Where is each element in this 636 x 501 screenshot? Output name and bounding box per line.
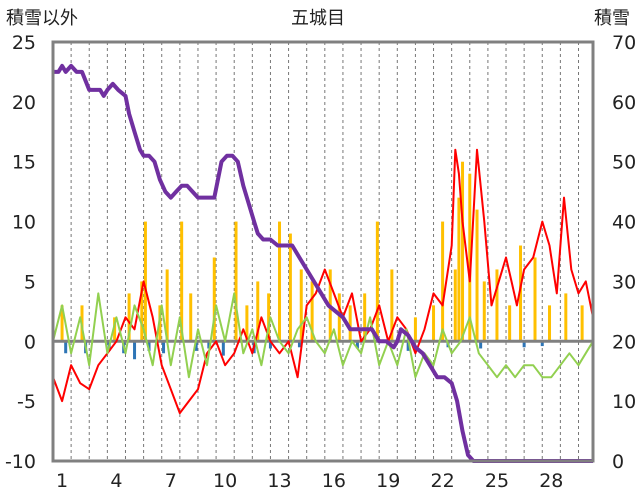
bar-mark [267,293,271,342]
y-right-tick-label: 20 [612,331,636,353]
bar-mark [140,281,144,342]
bar-mark [475,209,479,342]
bar-mark [245,305,249,342]
x-tick-label: 10 [213,470,237,492]
y-left-tick-label: 5 [24,271,36,293]
y-right-tick-label: 70 [612,32,636,54]
y-left-tick-label: 10 [12,212,36,234]
bar-mark [413,317,417,342]
bar-mark [508,305,512,342]
y-left-tick-label: 20 [12,92,36,114]
bar-mark [390,269,394,342]
series-line-2 [52,148,594,415]
bar-mark [580,305,584,342]
bar-mark [406,341,410,351]
y-left-tick-label: 25 [12,32,36,54]
x-tick-label: 1 [56,470,68,492]
bar-mark [133,341,137,360]
bar-mark [482,281,486,342]
x-tick-label: 22 [431,470,455,492]
bar-mark [212,257,216,342]
x-tick-label: 25 [485,470,509,492]
bar-mark [432,305,436,342]
bar-mark [348,305,352,342]
bar-mark [180,221,184,342]
plot-frame [51,40,595,463]
bar-mark [564,293,568,342]
bar-mark [479,341,483,349]
bar-mark [375,221,379,342]
bar-mark [297,341,301,348]
bar-mark [355,341,359,349]
bar-mark [288,233,292,342]
bar-mark [165,269,169,342]
bar-mark [64,341,68,354]
bar-mark [147,341,151,351]
bar-mark [207,341,211,349]
y-right-tick-label: 60 [612,92,636,114]
bar-mark [495,269,499,342]
bar-mark [468,173,472,342]
series-line-4 [53,63,593,463]
series-line-3 [52,292,594,379]
y-left-tick-label: -5 [17,391,36,413]
bar-mark [540,341,544,347]
bar-mark [519,245,523,342]
bar-mark [337,293,341,342]
x-tick-label: 16 [322,470,346,492]
x-tick-label: 4 [110,470,122,492]
y-right-tick-label: 10 [612,391,636,413]
bar-mark [234,221,238,342]
bar-mark [162,341,166,354]
y-right-tick-label: 0 [612,451,624,473]
bar-mark [256,281,260,342]
x-tick-label: 13 [267,470,291,492]
y-right-tick-label: 30 [612,271,636,293]
bar-mark [278,221,282,342]
bar-mark [441,221,445,342]
y-right-tick-label: 40 [612,212,636,234]
bar-mark [143,221,147,342]
bar-mark [548,305,552,342]
bar-mark [127,293,131,342]
bar-mark [522,341,526,348]
bar-mark [363,293,367,342]
bar-mark [533,257,537,342]
chart-title: 五城目 [291,8,345,29]
y-left-label: 積雪以外 [6,8,78,29]
x-tick-label: 28 [539,470,563,492]
bar-mark [113,317,117,342]
bar-mark [189,293,193,342]
bar-mark [453,269,457,342]
x-tick-label: 19 [376,470,400,492]
bar-mark [60,305,64,342]
bar-mark [457,197,461,342]
y-left-tick-label: 15 [12,152,36,174]
bar-mark [268,341,272,349]
bar-mark [461,161,465,342]
bar-mark [299,269,303,342]
y-left-tick-label: -10 [5,451,36,473]
y-right-label: 積雪 [594,8,630,29]
bar-mark [221,341,225,356]
bar-mark [310,281,314,342]
bar-mark [194,341,198,351]
x-tick-label: 7 [165,470,177,492]
y-right-tick-label: 50 [612,152,636,174]
y-left-tick-label: 0 [24,331,36,353]
